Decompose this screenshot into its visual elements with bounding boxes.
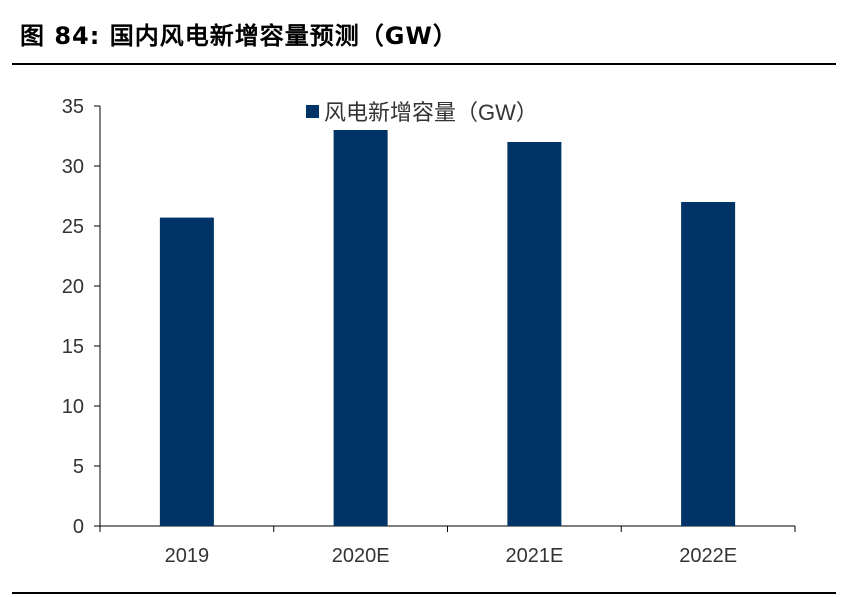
bottom-divider	[12, 592, 836, 594]
y-tick-label: 10	[62, 396, 84, 418]
chart-axes	[94, 105, 796, 532]
y-tick-label: 35	[62, 96, 84, 118]
x-tick-label: 2019	[165, 545, 210, 567]
y-tick-label: 0	[73, 516, 84, 538]
bar-2022E	[681, 202, 736, 526]
y-tick-label: 25	[62, 216, 84, 238]
y-tick-label: 20	[62, 276, 84, 298]
bar-2019	[159, 217, 214, 526]
x-tick-label: 2021E	[505, 545, 563, 567]
x-tick-label: 2022E	[679, 545, 737, 567]
bar-2020E	[333, 130, 388, 526]
chart-legend: 风电新增容量（GW）	[306, 100, 538, 125]
legend-swatch	[306, 105, 319, 118]
chart-container: 0 5 10 15 20 25 30 35 2019 2020E 2021E 2022E 风电新增容…	[0, 64, 849, 590]
y-tick-label: 15	[62, 336, 84, 358]
figure-title: 图 84: 国内风电新增容量预测（GW）	[20, 22, 458, 50]
bar-chart: 0 5 10 15 20 25 30 35 2019 2020E 2021E 2022E 风电新增容…	[62, 96, 796, 567]
chart-bars	[159, 130, 736, 526]
figure-header: 图 84: 国内风电新增容量预测（GW）	[0, 0, 849, 65]
legend-label: 风电新增容量（GW）	[324, 100, 538, 125]
y-tick-labels: 0 5 10 15 20 25 30 35	[62, 96, 84, 538]
bar-2021E	[507, 142, 562, 526]
y-tick-label: 5	[73, 456, 84, 478]
x-tick-label: 2020E	[332, 545, 390, 567]
x-tick-labels: 2019 2020E 2021E 2022E	[165, 545, 737, 567]
y-tick-label: 30	[62, 156, 84, 178]
title-divider	[12, 63, 836, 65]
